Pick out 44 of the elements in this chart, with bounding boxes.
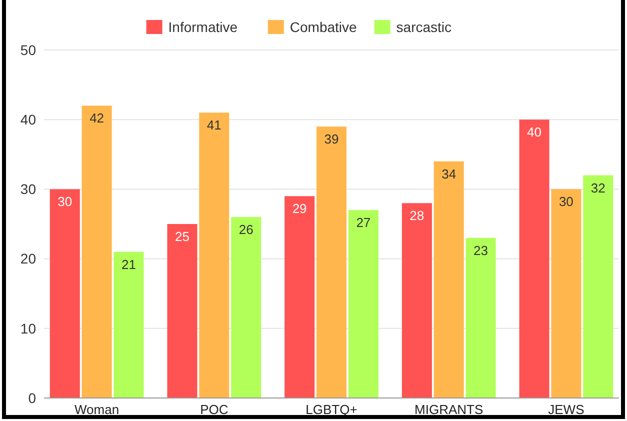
data-label: 30 <box>58 194 72 210</box>
data-label: 41 <box>206 118 222 133</box>
bar <box>519 120 550 398</box>
data-label: 42 <box>90 110 104 126</box>
y-tick-label: 40 <box>20 112 36 128</box>
data-label: 29 <box>292 201 307 216</box>
data-label: 30 <box>558 194 574 210</box>
data-label: 32 <box>590 180 606 196</box>
bar <box>231 217 262 398</box>
bar <box>199 112 230 398</box>
legend-label: Combative <box>290 19 358 35</box>
bar <box>167 224 198 398</box>
data-label: 23 <box>474 242 488 258</box>
bar <box>466 238 496 398</box>
y-tick-label: 0 <box>28 390 36 406</box>
data-label: 40 <box>527 124 542 140</box>
bar <box>434 161 464 398</box>
legend-label: Informative <box>168 19 238 35</box>
bar <box>284 196 315 398</box>
x-tick-label: JEWS <box>548 402 585 417</box>
bar <box>348 210 378 398</box>
data-label: 34 <box>442 166 456 182</box>
data-label: 25 <box>174 229 190 244</box>
bar <box>114 252 144 398</box>
bar <box>551 189 582 398</box>
data-label: 28 <box>410 208 424 224</box>
x-tick-label: Woman <box>74 402 120 417</box>
x-tick-label: POC <box>200 402 228 417</box>
bar <box>82 106 112 398</box>
x-tick-label: MIGRANTS <box>414 402 484 417</box>
legend-label: sarcastic <box>396 19 452 35</box>
data-label: 21 <box>122 256 136 272</box>
bar <box>583 175 614 398</box>
y-tick-label: 50 <box>20 42 36 58</box>
x-tick-label: LGBTQ+ <box>306 402 358 417</box>
bar <box>402 203 432 398</box>
data-label: 26 <box>238 222 254 238</box>
y-tick-label: 30 <box>20 181 36 198</box>
bar <box>316 126 347 398</box>
data-label: 39 <box>324 132 339 147</box>
data-label: 27 <box>356 215 371 230</box>
y-tick-label: 20 <box>20 250 36 267</box>
bar <box>50 189 80 398</box>
y-tick-label: 10 <box>20 320 36 336</box>
